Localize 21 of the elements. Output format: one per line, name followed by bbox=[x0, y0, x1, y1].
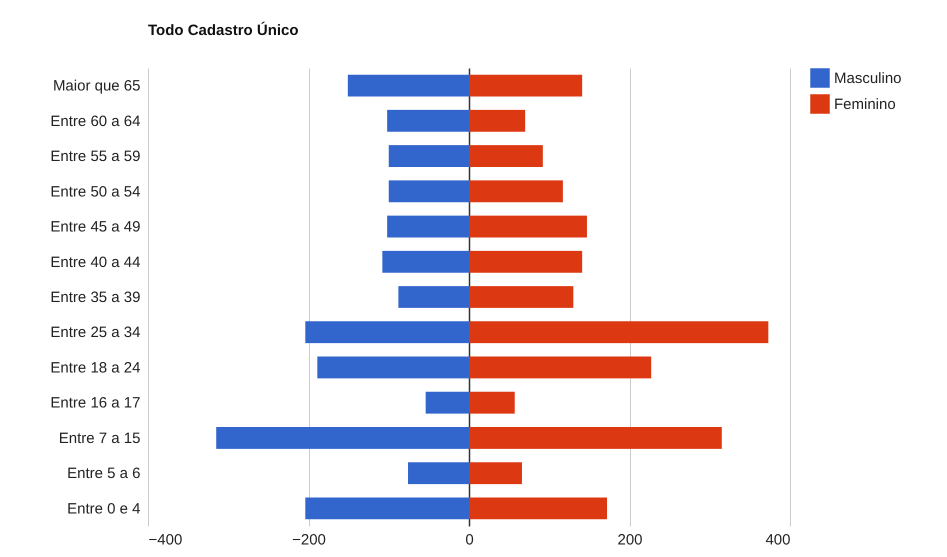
y-tick-label: Entre 55 a 59 bbox=[50, 148, 140, 166]
y-tick-label: Entre 7 a 15 bbox=[58, 430, 140, 447]
y-tick-label: Entre 18 a 24 bbox=[50, 359, 140, 376]
y-tick-label: Entre 0 e 4 bbox=[67, 500, 140, 518]
y-tick-label: Entre 60 a 64 bbox=[50, 112, 140, 130]
x-tick-label: 400 bbox=[765, 532, 790, 548]
chart-title: Todo Cadastro Único bbox=[148, 21, 299, 39]
y-tick-label: Entre 50 a 54 bbox=[50, 183, 140, 200]
y-tick-label: Entre 45 a 49 bbox=[50, 218, 140, 236]
y-tick-label: Entre 40 a 44 bbox=[50, 254, 140, 271]
x-tick-label: 200 bbox=[617, 532, 643, 548]
x-tick-label: −200 bbox=[292, 532, 326, 548]
y-tick-label: Entre 16 a 17 bbox=[50, 394, 140, 412]
legend-label: Masculino bbox=[834, 70, 902, 87]
y-tick-label: Maior que 65 bbox=[52, 78, 140, 95]
x-tick-label: 0 bbox=[465, 532, 474, 548]
x-tick-label: −400 bbox=[148, 532, 182, 548]
y-tick-label: Entre 35 a 39 bbox=[50, 289, 140, 306]
y-tick-label: Entre 25 a 34 bbox=[50, 324, 140, 342]
y-tick-label: Entre 5 a 6 bbox=[67, 465, 140, 482]
legend-label: Feminino bbox=[834, 96, 896, 113]
